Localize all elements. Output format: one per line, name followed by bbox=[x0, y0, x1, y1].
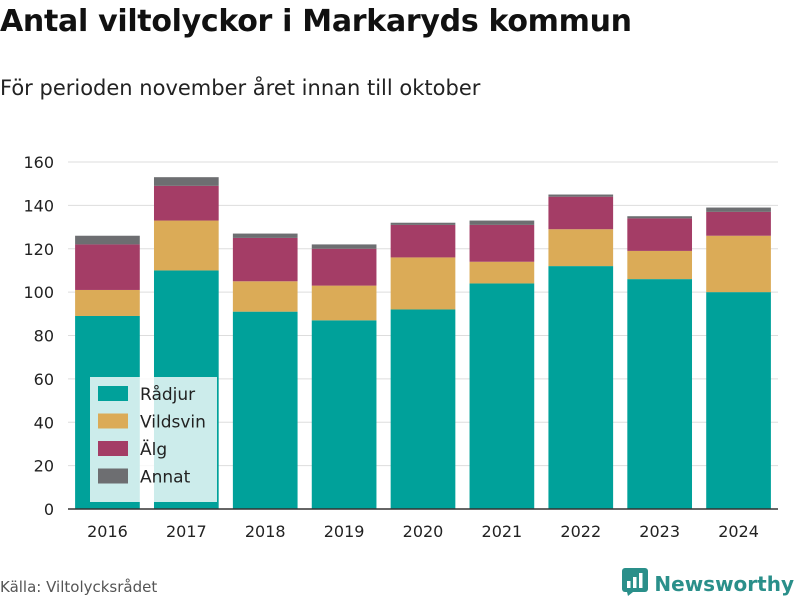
brand-logo: Newsworthy bbox=[622, 568, 794, 600]
x-tick-label: 2023 bbox=[639, 522, 680, 541]
x-tick-label: 2020 bbox=[403, 522, 444, 541]
y-tick-label: 0 bbox=[44, 500, 54, 519]
legend-label: Annat bbox=[140, 468, 191, 488]
legend-label: Rådjur bbox=[140, 384, 195, 405]
bar-segment-älg bbox=[153, 185, 219, 221]
bar-segment-vildsvin bbox=[311, 285, 377, 321]
bar-segment-vildsvin bbox=[706, 235, 771, 293]
source-note: Källa: Viltolycksrådet bbox=[0, 578, 158, 596]
bar-segment-vildsvin bbox=[75, 289, 140, 316]
axes: 0 20 40 60 80 100 120 140 160 2016 2017 2018 2019 202… bbox=[23, 153, 778, 541]
chart-title: Antal viltolyckor i Markaryds kommun bbox=[0, 4, 632, 39]
x-tick-label: 2022 bbox=[560, 522, 601, 541]
bar-segment-rådjur bbox=[548, 266, 614, 509]
bar-segment-älg bbox=[75, 244, 140, 290]
bar-segment-älg bbox=[390, 224, 456, 258]
legend-swatch bbox=[98, 413, 128, 429]
bar-segment-rådjur bbox=[706, 292, 771, 509]
bar-segment-vildsvin bbox=[469, 261, 535, 284]
bar-segment-annat bbox=[390, 222, 456, 225]
brand-name: Newsworthy bbox=[654, 572, 794, 596]
bar-segment-rådjur bbox=[232, 311, 298, 509]
bar-segment-rådjur bbox=[469, 283, 535, 509]
legend-swatch bbox=[98, 441, 128, 456]
x-tick-label: 2021 bbox=[482, 522, 523, 541]
bar-segment-annat bbox=[311, 244, 377, 249]
bar-segment-älg bbox=[627, 218, 693, 251]
chart-subtitle: För perioden november året innan till ok… bbox=[0, 76, 481, 100]
bar-segment-annat bbox=[232, 233, 298, 238]
y-tick-label: 80 bbox=[34, 327, 54, 346]
x-tick-label: 2016 bbox=[87, 522, 128, 541]
bar-chart-logo-icon bbox=[622, 568, 649, 600]
y-tick-label: 160 bbox=[23, 153, 54, 172]
bar-segment-annat bbox=[627, 216, 693, 219]
x-tick-label: 2024 bbox=[718, 522, 759, 541]
bar-segment-annat bbox=[75, 235, 140, 245]
bar-segment-vildsvin bbox=[627, 250, 693, 280]
bar-segment-vildsvin bbox=[153, 220, 219, 271]
legend-swatch bbox=[98, 386, 128, 401]
bar-segment-älg bbox=[706, 211, 771, 236]
y-tick-label: 120 bbox=[23, 240, 54, 259]
y-tick-label: 40 bbox=[34, 413, 54, 432]
bar-segment-annat bbox=[548, 194, 614, 197]
legend-label: Älg bbox=[140, 439, 167, 460]
x-tick-label: 2018 bbox=[245, 522, 286, 541]
bar-segment-vildsvin bbox=[232, 281, 298, 312]
y-tick-label: 60 bbox=[34, 370, 54, 389]
legend-swatch bbox=[98, 468, 128, 484]
y-tick-label: 100 bbox=[23, 283, 54, 302]
bar-segment-vildsvin bbox=[390, 257, 456, 310]
bar-segment-rådjur bbox=[390, 309, 456, 509]
bar-segment-rådjur bbox=[311, 320, 377, 509]
bar-segment-annat bbox=[469, 220, 535, 225]
bar-segment-älg bbox=[232, 237, 298, 282]
bar-segment-älg bbox=[311, 248, 377, 286]
y-tick-label: 140 bbox=[23, 196, 54, 215]
bar-segment-annat bbox=[153, 177, 219, 186]
legend-label: Vildsvin bbox=[140, 413, 206, 433]
x-tick-label: 2017 bbox=[166, 522, 207, 541]
bar-segment-älg bbox=[469, 224, 535, 262]
bar-segment-rådjur bbox=[627, 279, 693, 509]
legend: Rådjur Vildsvin Älg Annat bbox=[90, 377, 217, 502]
bar-segment-älg bbox=[548, 196, 614, 230]
y-tick-label: 20 bbox=[34, 457, 54, 476]
bar-segment-annat bbox=[706, 207, 771, 212]
x-tick-label: 2019 bbox=[324, 522, 365, 541]
bar-segment-vildsvin bbox=[548, 229, 614, 267]
